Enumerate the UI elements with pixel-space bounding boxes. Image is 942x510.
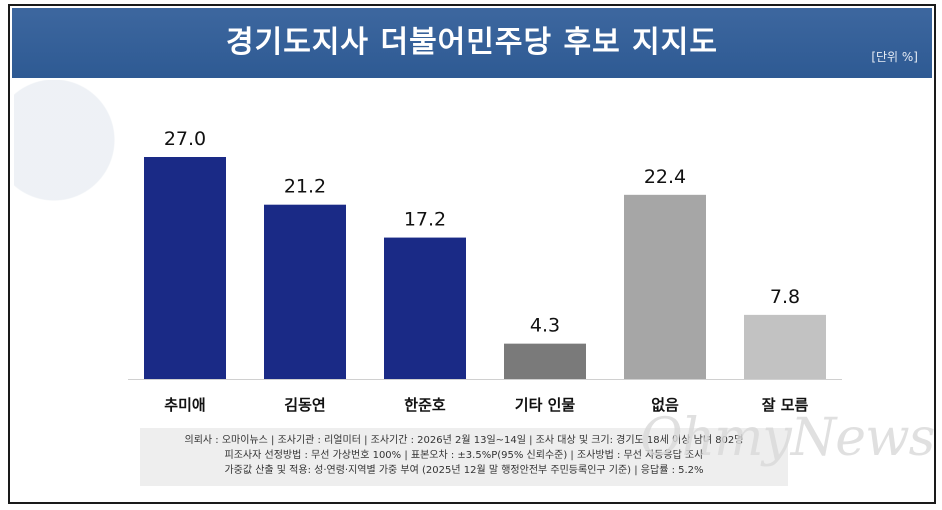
category-label-1: 김동연 (284, 396, 325, 414)
category-label-2: 한준호 (404, 396, 446, 414)
category-label-3: 기타 인물 (515, 396, 576, 414)
category-label-0: 추미애 (164, 396, 205, 414)
bar-4 (624, 194, 706, 379)
value-label-4: 22.4 (644, 166, 686, 188)
bar-2 (384, 237, 466, 379)
footnote-line-2: 피조사자 선정방법 : 무선 가상번호 100% | 표본오차 : ±3.5%P… (224, 450, 704, 461)
watermark-logo: OhmyNews (640, 408, 935, 468)
title-banner: 경기도지사 더불어민주당 후보 지지도 [단위 %] (12, 8, 932, 78)
category-label-4: 없음 (651, 396, 679, 414)
value-label-0: 27.0 (164, 128, 206, 150)
bar-3 (504, 343, 586, 379)
survey-footnote: 의뢰사 : 오마이뉴스 | 조사기관 : 리얼미터 | 조사기간 : 2026년… (140, 428, 788, 486)
category-label-5: 잘 모름 (762, 396, 809, 414)
value-label-2: 17.2 (404, 209, 446, 231)
bar-5 (744, 314, 826, 379)
footnote-line-1: 의뢰사 : 오마이뉴스 | 조사기관 : 리얼미터 | 조사기간 : 2026년… (184, 435, 744, 446)
bar-1 (264, 204, 346, 379)
unit-label: [단위 %] (871, 50, 918, 64)
value-label-1: 21.2 (284, 176, 326, 198)
footnote-line-3: 가중값 산출 및 적용: 성·연령·지역별 가중 부여 (2025년 12월 말… (224, 465, 704, 476)
chart-title: 경기도지사 더불어민주당 후보 지지도 (226, 25, 718, 60)
value-label-5: 7.8 (770, 286, 800, 308)
value-label-3: 4.3 (530, 315, 560, 337)
bar-0 (144, 157, 226, 379)
bars-group: 27.0 추미애 21.2 김동연 17.2 한준호 4.3 기타 인물 22.4 없음 7.8 잘 … (144, 128, 826, 414)
